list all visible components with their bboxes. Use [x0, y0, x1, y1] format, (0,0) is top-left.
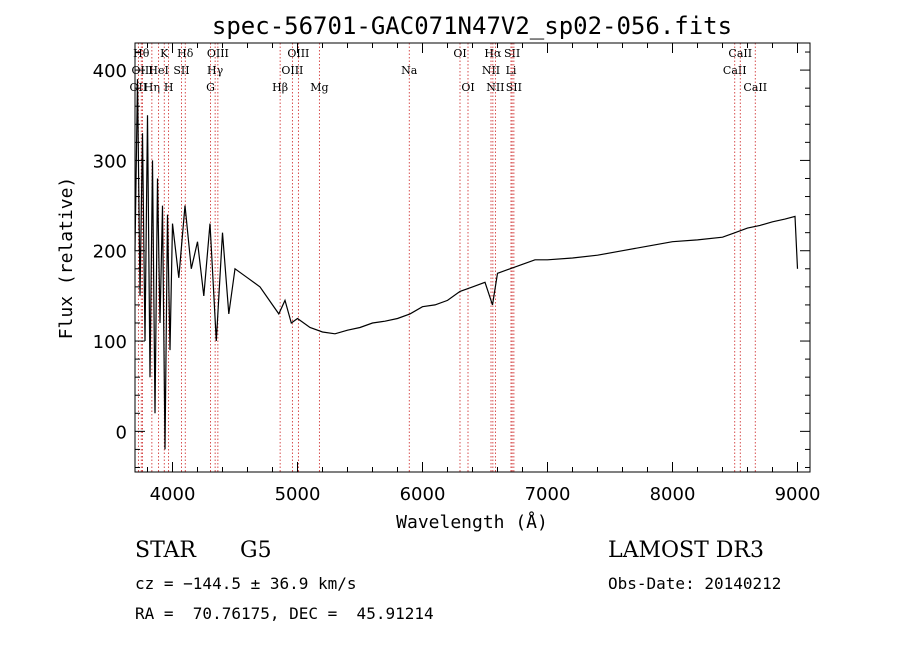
sky-coordinates: RA = 70.76175, DEC = 45.91214	[135, 604, 434, 623]
y-tick-label: 400	[93, 61, 127, 82]
spectrum-line	[134, 79, 799, 450]
spectral-line-label: OIII	[281, 64, 303, 77]
spectral-line-label: HeI	[148, 64, 168, 77]
object-subclass: G5	[240, 538, 272, 563]
y-axis-label: Flux (relative)	[56, 177, 77, 340]
spectral-line-label: OI	[461, 81, 474, 94]
survey-name: LAMOST DR3	[608, 538, 764, 563]
spectral-line-label: SII	[506, 81, 522, 94]
y-tick-label: 0	[116, 422, 127, 443]
x-tick-label: 9000	[775, 484, 821, 505]
spectral-line-label: G	[206, 81, 215, 94]
spectral-line-label: NII	[482, 64, 500, 77]
y-tick-label: 300	[93, 151, 127, 172]
spectral-line-label: Hη	[144, 81, 160, 94]
x-tick-label: 4000	[150, 484, 196, 505]
spectral-line-label: CaII	[743, 81, 767, 94]
spectral-line-label: OII	[130, 81, 148, 94]
x-axis-label: Wavelength (Å)	[396, 511, 548, 533]
spectral-line-label: CaII	[728, 47, 752, 60]
spectral-line-label: SII	[173, 64, 189, 77]
spectral-line-label: K	[160, 47, 169, 60]
spectral-line-label: Mg	[310, 81, 328, 94]
spectral-line-label: Li	[506, 64, 517, 77]
redshift-velocity: cz = −144.5 ± 36.9 km/s	[135, 574, 357, 593]
spectral-line-label: OI	[453, 47, 466, 60]
chart-title: spec-56701-GAC071N47V2_sp02-056.fits	[212, 12, 732, 40]
x-tick-label: 8000	[650, 484, 696, 505]
observation-date: Obs-Date: 20140212	[608, 574, 782, 593]
spectral-line-label: H	[164, 81, 174, 94]
y-tick-label: 200	[93, 242, 127, 263]
x-tick-label: 6000	[400, 484, 446, 505]
spectral-line-label: NII	[486, 81, 504, 94]
spectral-line-label: Hα	[484, 47, 502, 60]
spectral-line-label: OIII	[207, 47, 229, 60]
spectral-line-label: Hθ	[133, 47, 150, 60]
object-class: STAR	[135, 538, 196, 563]
spectral-line-label: CaII	[723, 64, 747, 77]
spectral-line-label: Na	[401, 64, 418, 77]
y-tick-label: 100	[93, 332, 127, 353]
spectral-line-label: Hβ	[272, 81, 288, 94]
spectral-line-label: OIII	[287, 47, 309, 60]
plot-frame	[134, 42, 811, 473]
spectral-line-label: Hγ	[207, 64, 224, 77]
spectral-line-label: Hδ	[177, 47, 194, 60]
x-tick-label: 7000	[525, 484, 571, 505]
spectral-line-label: SII	[504, 47, 520, 60]
x-tick-label: 5000	[275, 484, 321, 505]
